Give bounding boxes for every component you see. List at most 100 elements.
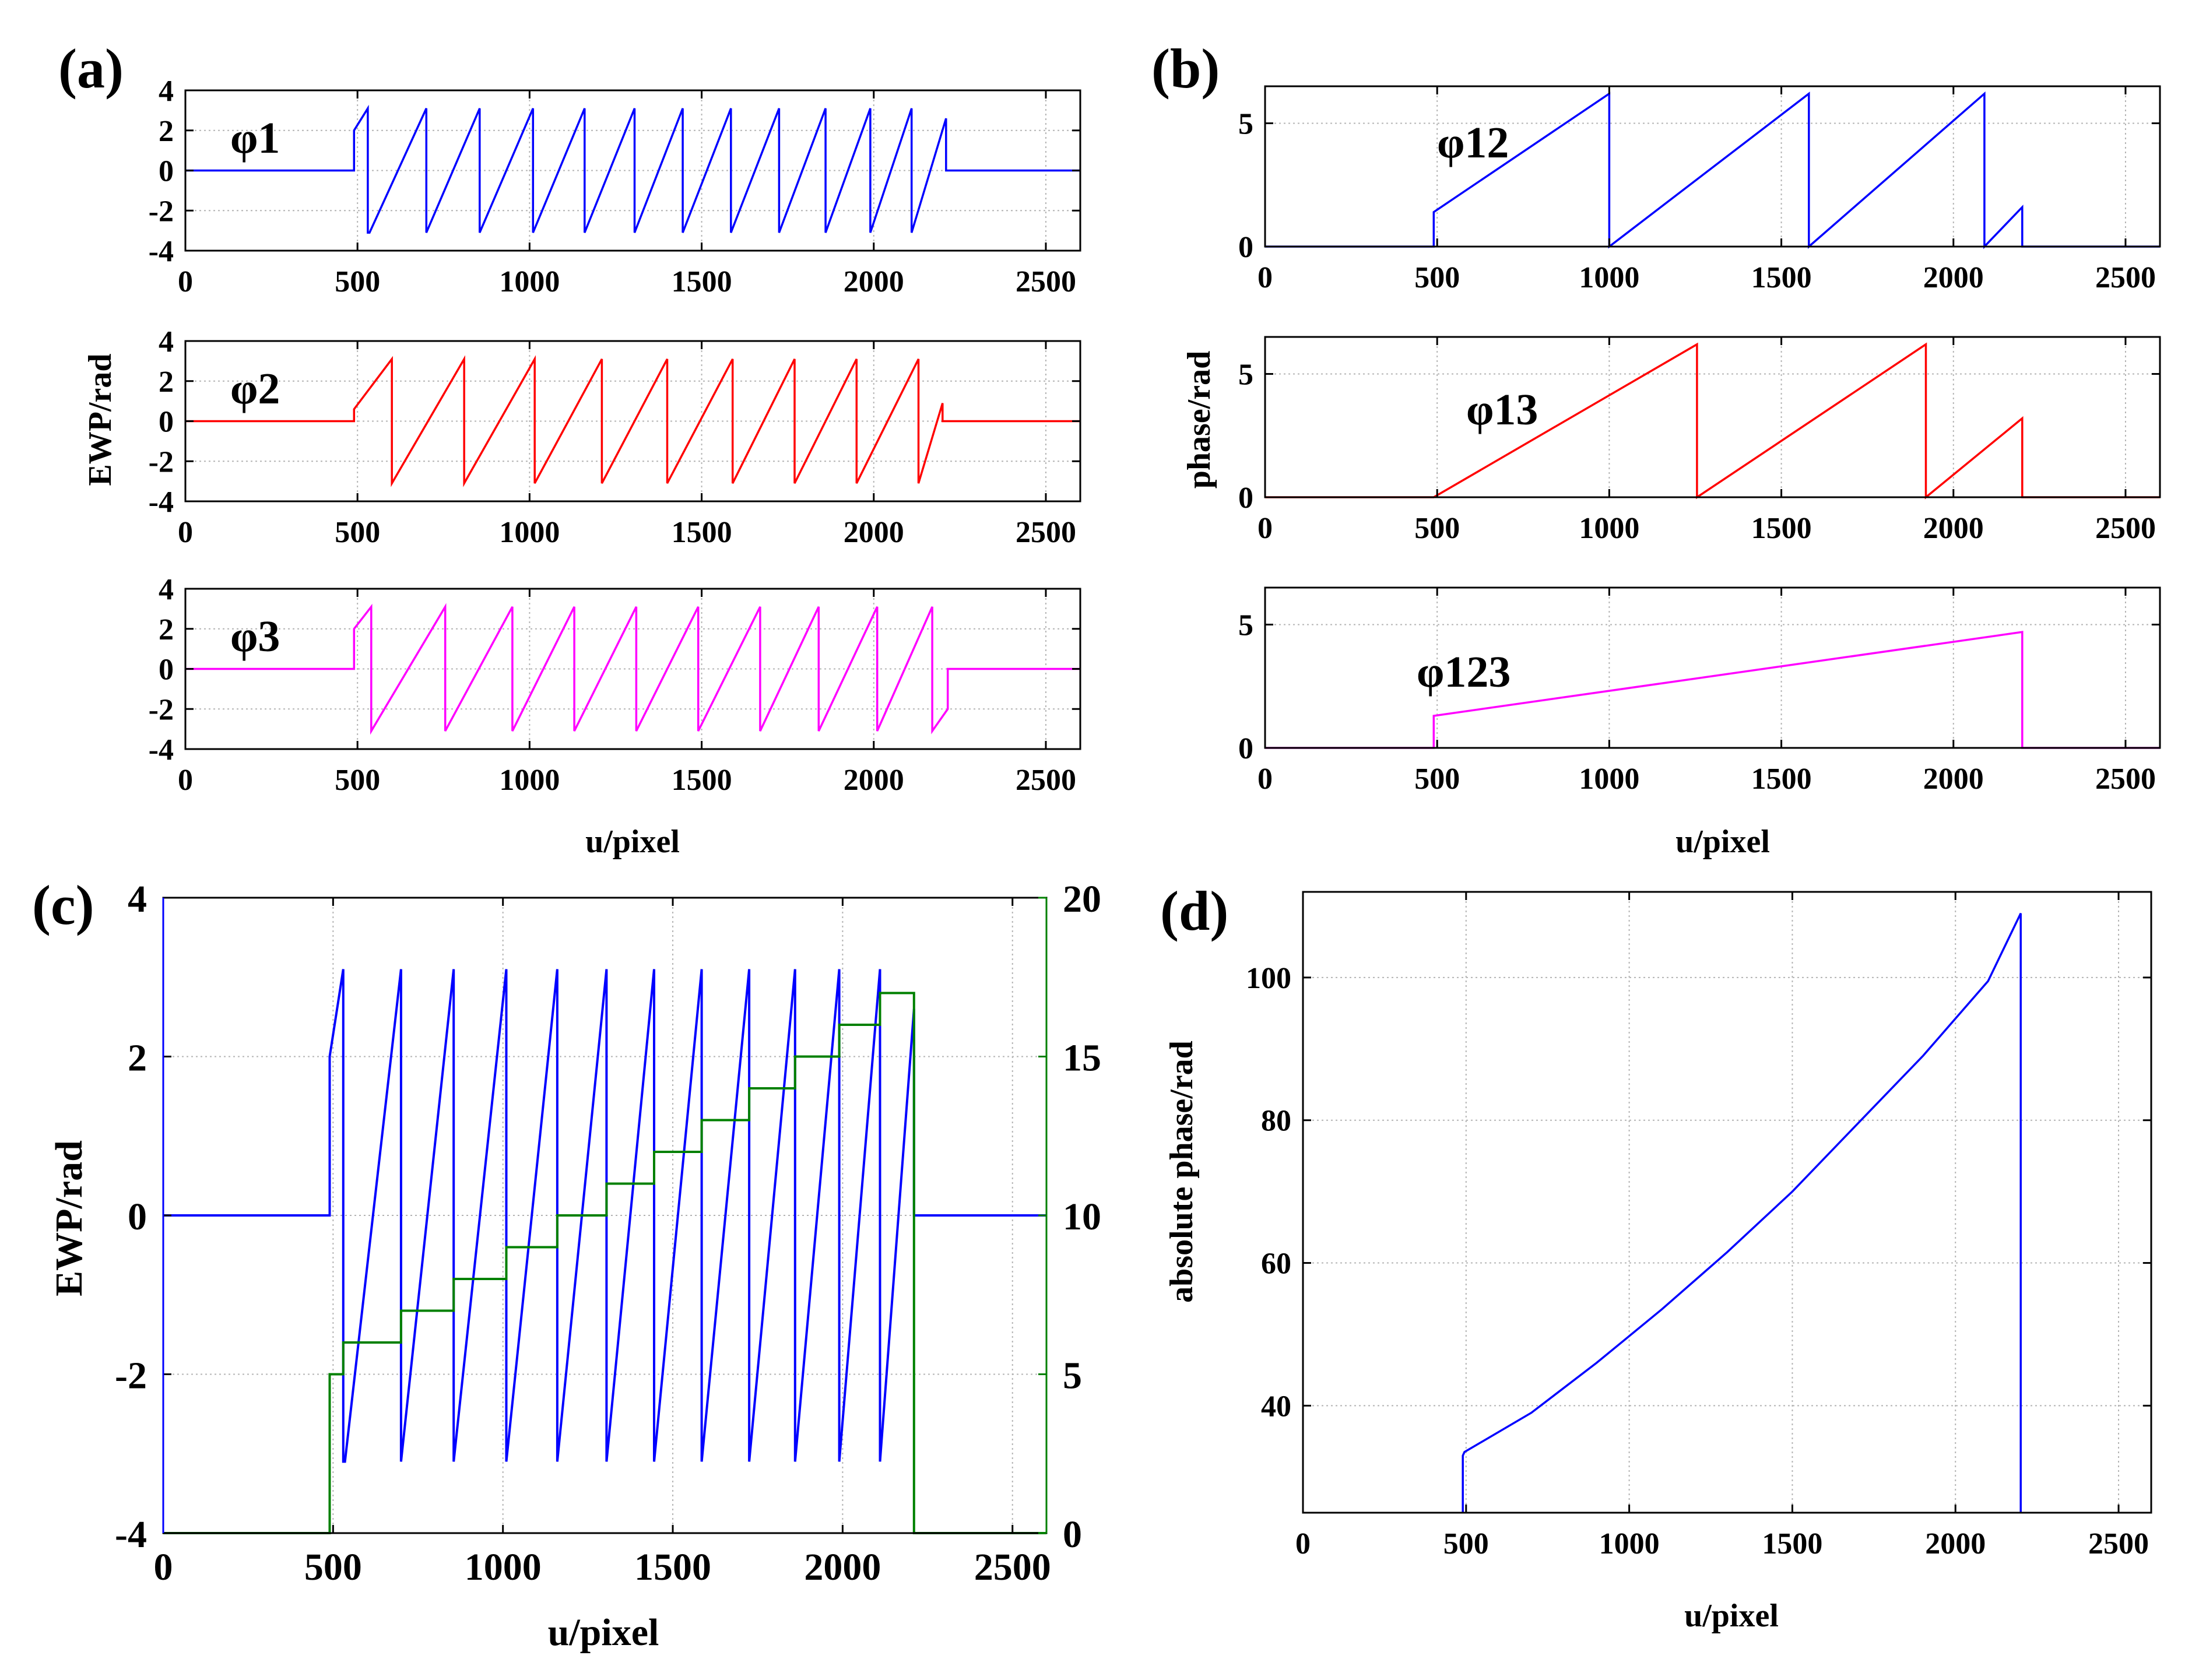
x-tick-label: 0 [178,265,193,298]
x-tick-label: 0 [1257,512,1273,545]
y2-tick-label: 20 [1063,878,1101,920]
y-tick-label: -4 [149,235,174,268]
x-tick-label: 2500 [2095,512,2156,545]
chart-d: 0 500 1000 1500 2000 2500 100 80 60 40 [1246,891,2152,1560]
x-tick-label: 2500 [1016,265,1076,298]
y-tick-label: 80 [1261,1105,1291,1138]
panel-c-label: (c) [32,874,94,936]
panel-a-ylabel: EWP/rad [82,353,118,486]
x-tick-label: 500 [304,1546,362,1588]
plot-area-b2 [1265,337,2160,497]
plot-area-d [1303,892,2151,1513]
x-tick-label: 1500 [1751,261,1812,294]
y-tick-label: 2 [159,613,174,646]
x-tick-label: 1500 [672,764,732,797]
series-annotation: φ123 [1417,648,1511,697]
y-tick-label: 5 [1238,358,1253,391]
y-tick-label: 4 [128,878,147,920]
x-tick-label: 2000 [844,265,904,298]
y-tick-label: 0 [159,653,174,687]
x-tick-label: 1500 [672,516,732,549]
axes-frame-d [1302,891,2152,1514]
series-b2-φ13 [1265,342,2160,500]
x-tick-label: 500 [335,764,380,797]
y-tick-label: -2 [115,1355,147,1397]
panel-d-ylabel: absolute phase/rad [1164,1041,1200,1303]
series-a3-φ3 [185,603,1080,735]
x-tick-label: 500 [1443,1527,1489,1560]
x-tick-label: 1500 [1762,1527,1822,1560]
x-tick-label: 2500 [1016,764,1076,797]
x-tick-label: 1000 [465,1546,542,1588]
series-annotation: φ2 [230,364,280,413]
y-tick-label: 0 [159,155,174,188]
y-tick-label: 2 [159,115,174,148]
y-tick-label: -2 [149,195,174,228]
y-tick-label: 0 [128,1196,147,1238]
series-d-absolute-phase [1462,912,2022,1513]
chart-b2: 0 500 1000 1500 2000 2500 5 0 φ13 [1238,336,2161,545]
y-tick-label: 0 [159,406,174,439]
y-tick-label: 5 [1238,107,1253,140]
series-a2-φ2 [185,355,1080,487]
panel-c-xlabel: u/pixel [548,1611,659,1654]
x-tick-label: 2500 [2095,762,2156,796]
axes-frame-b2 [1264,336,2161,498]
x-tick-label: 2500 [974,1546,1051,1588]
x-tick-label: 500 [1414,261,1460,294]
y-tick-label: 2 [128,1037,147,1080]
x-tick-label: 2000 [1923,512,1984,545]
axes-frame-b3 [1264,586,2161,749]
x-tick-label: 1500 [1751,762,1812,796]
x-tick-label: 0 [178,764,193,797]
series-a1-φ1 [185,104,1080,234]
x-tick-label: 1000 [499,516,560,549]
y-tick-label: -4 [149,733,174,767]
y-tick-label: -4 [115,1513,147,1556]
x-tick-label: 500 [1414,512,1460,545]
x-tick-label: 500 [335,265,380,298]
x-tick-label: 2000 [1923,762,1984,796]
x-tick-label: 1000 [499,764,560,797]
y2-tick-label: 15 [1063,1037,1101,1080]
x-tick-label: 2000 [1925,1527,1986,1560]
x-tick-label: 500 [335,516,380,549]
x-tick-label: 2000 [844,764,904,797]
y-tick-label: 0 [1238,732,1253,765]
series-c-EWP [163,969,1046,1463]
x-tick-label: 1000 [499,265,560,298]
series-b1-φ12 [1265,91,2160,249]
x-tick-label: 1000 [1579,261,1639,294]
y2-tick-label: 0 [1063,1513,1082,1556]
x-tick-label: 500 [1414,762,1460,796]
panel-b-ylabel: phase/rad [1181,351,1217,489]
y-tick-label: 4 [159,325,174,359]
y2-tick-label: 10 [1063,1196,1101,1238]
y-tick-label: 5 [1238,609,1253,642]
chart-b3: 0 500 1000 1500 2000 2500 5 0 φ123 [1238,586,2161,796]
panel-b-label: (b) [1151,37,1220,100]
panel-d-label: (d) [1160,880,1228,942]
chart-b1: 0 500 1000 1500 2000 2500 5 0 φ12 [1238,85,2161,294]
y-tick-label: 0 [1238,231,1253,264]
x-tick-label: 0 [1257,762,1273,796]
series-annotation: φ3 [230,612,280,661]
x-tick-label: 2500 [2088,1527,2149,1560]
x-tick-label: 2000 [804,1546,881,1588]
x-tick-label: 0 [178,516,193,549]
x-tick-label: 2500 [1016,516,1076,549]
plot-area-b3 [1265,588,2160,748]
x-tick-label: 0 [1257,261,1273,294]
x-tick-label: 1000 [1579,512,1639,545]
y-tick-label: -2 [149,693,174,726]
axes-frame-b1 [1264,85,2161,248]
x-tick-label: 1500 [634,1546,711,1588]
panel-b-xlabel: u/pixel [1675,824,1770,860]
panel-a-label: (a) [58,37,124,100]
x-tick-label: 2000 [1923,261,1984,294]
series-annotation: φ12 [1437,118,1509,167]
x-tick-label: 1000 [1579,762,1639,796]
